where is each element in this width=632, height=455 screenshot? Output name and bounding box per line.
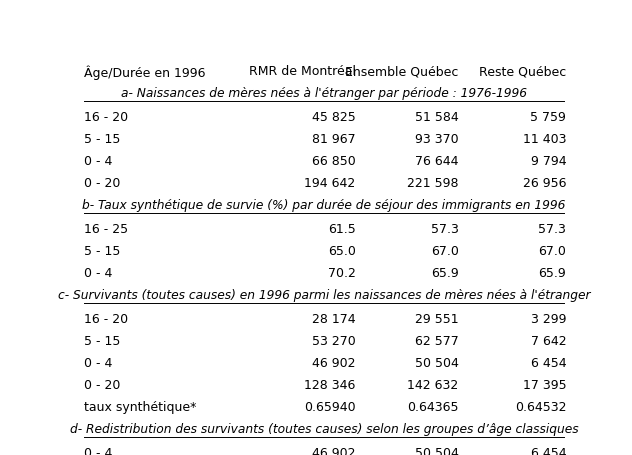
Text: 76 644: 76 644 [415, 155, 459, 168]
Text: 67.0: 67.0 [431, 244, 459, 258]
Text: 57.3: 57.3 [538, 222, 566, 235]
Text: 17 395: 17 395 [523, 378, 566, 391]
Text: 65.9: 65.9 [431, 267, 459, 279]
Text: 65.9: 65.9 [538, 267, 566, 279]
Text: Âge/Durée en 1996: Âge/Durée en 1996 [84, 65, 205, 80]
Text: 0 - 4: 0 - 4 [84, 267, 112, 279]
Text: 57.3: 57.3 [431, 222, 459, 235]
Text: Ensemble Québec: Ensemble Québec [345, 65, 459, 78]
Text: 29 551: 29 551 [415, 312, 459, 325]
Text: 46 902: 46 902 [312, 446, 356, 455]
Text: 16 - 25: 16 - 25 [84, 222, 128, 235]
Text: 0 - 4: 0 - 4 [84, 356, 112, 369]
Text: 26 956: 26 956 [523, 177, 566, 190]
Text: 67.0: 67.0 [538, 244, 566, 258]
Text: 0.65940: 0.65940 [304, 400, 356, 413]
Text: 0 - 20: 0 - 20 [84, 378, 120, 391]
Text: d- Redistribution des survivants (toutes causes) selon les groupes d’âge classiq: d- Redistribution des survivants (toutes… [70, 422, 578, 435]
Text: 3 299: 3 299 [531, 312, 566, 325]
Text: 0 - 4: 0 - 4 [84, 446, 112, 455]
Text: 128 346: 128 346 [305, 378, 356, 391]
Text: Reste Québec: Reste Québec [479, 65, 566, 78]
Text: 53 270: 53 270 [312, 334, 356, 347]
Text: 0.64365: 0.64365 [407, 400, 459, 413]
Text: 142 632: 142 632 [408, 378, 459, 391]
Text: RMR de Montréal: RMR de Montréal [249, 65, 356, 78]
Text: c- Survivants (toutes causes) en 1996 parmi les naissances de mères nées à l'étr: c- Survivants (toutes causes) en 1996 pa… [58, 288, 590, 302]
Text: 50 504: 50 504 [415, 446, 459, 455]
Text: 0 - 20: 0 - 20 [84, 177, 120, 190]
Text: 51 584: 51 584 [415, 111, 459, 124]
Text: 28 174: 28 174 [312, 312, 356, 325]
Text: 0.64532: 0.64532 [515, 400, 566, 413]
Text: 50 504: 50 504 [415, 356, 459, 369]
Text: 62 577: 62 577 [415, 334, 459, 347]
Text: 9 794: 9 794 [531, 155, 566, 168]
Text: 61.5: 61.5 [328, 222, 356, 235]
Text: b- Taux synthétique de survie (%) par durée de séjour des immigrants en 1996: b- Taux synthétique de survie (%) par du… [82, 199, 566, 212]
Text: 5 759: 5 759 [530, 111, 566, 124]
Text: taux synthétique*: taux synthétique* [84, 400, 197, 413]
Text: 6 454: 6 454 [531, 446, 566, 455]
Text: a- Naissances de mères nées à l'étranger par période : 1976-1996: a- Naissances de mères nées à l'étranger… [121, 87, 527, 100]
Text: 45 825: 45 825 [312, 111, 356, 124]
Text: 46 902: 46 902 [312, 356, 356, 369]
Text: 11 403: 11 403 [523, 133, 566, 146]
Text: 70.2: 70.2 [328, 267, 356, 279]
Text: 6 454: 6 454 [531, 356, 566, 369]
Text: 194 642: 194 642 [305, 177, 356, 190]
Text: 65.0: 65.0 [328, 244, 356, 258]
Text: 66 850: 66 850 [312, 155, 356, 168]
Text: 5 - 15: 5 - 15 [84, 334, 120, 347]
Text: 0 - 4: 0 - 4 [84, 155, 112, 168]
Text: 5 - 15: 5 - 15 [84, 133, 120, 146]
Text: 16 - 20: 16 - 20 [84, 111, 128, 124]
Text: 5 - 15: 5 - 15 [84, 244, 120, 258]
Text: 16 - 20: 16 - 20 [84, 312, 128, 325]
Text: 221 598: 221 598 [407, 177, 459, 190]
Text: 81 967: 81 967 [312, 133, 356, 146]
Text: 93 370: 93 370 [415, 133, 459, 146]
Text: 7 642: 7 642 [531, 334, 566, 347]
